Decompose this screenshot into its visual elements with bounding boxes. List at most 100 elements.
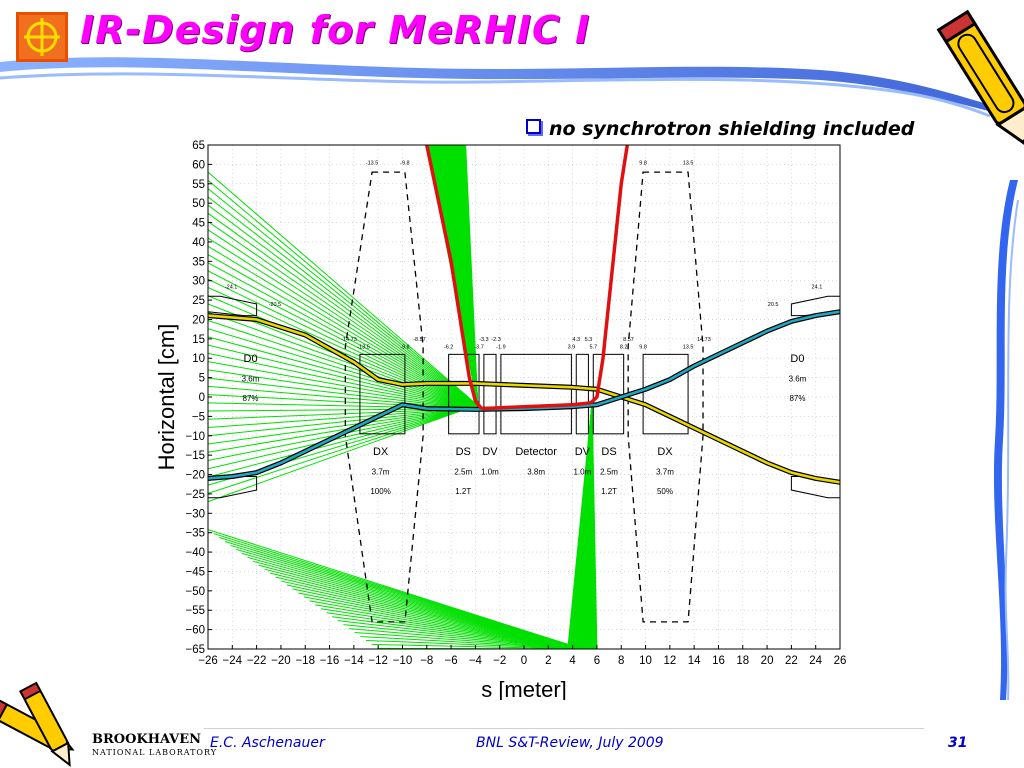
position-annotation: 4.3 <box>572 337 580 343</box>
position-annotation: 9.8 <box>639 160 647 166</box>
x-tick-label: 26 <box>834 655 847 667</box>
x-tick-label: 0 <box>521 655 527 667</box>
position-annotation: 14.73 <box>697 337 711 343</box>
header-wave-thin <box>0 72 991 118</box>
footer-event: BNL S&T-Review, July 2009 <box>476 735 664 751</box>
y-tick-label: 55 <box>192 179 205 191</box>
x-tick-labels: −26 −24 −22 −20 −18 −16 −14 −12 −10 −8 −6 −4 −2 0 2 4 6 8… <box>198 655 846 667</box>
sr-fan-ray <box>208 196 481 410</box>
magnet-box <box>500 353 572 435</box>
sr-fan-ray <box>208 408 470 453</box>
magnet-length: 3.8m <box>527 468 545 477</box>
position-annotation: -8.57 <box>413 337 426 343</box>
x-tick-label: 12 <box>663 655 676 667</box>
magnet-length: 3.7m <box>372 468 390 477</box>
sr-fan-ray <box>208 369 473 410</box>
magnet-label: DX <box>657 446 673 458</box>
ir-layout-chart: D0 3.6m 87% D0 3.6m 87% DX 3.7m 100% DS 2.5m 1.2T DV… <box>154 140 846 700</box>
sr-envelope-line <box>425 145 483 410</box>
y-tick-label: 40 <box>192 237 205 249</box>
y-tick-label: −5 <box>192 411 205 423</box>
sr-fan <box>208 145 603 649</box>
sr-fan-ray <box>371 643 587 649</box>
header-wave <box>0 57 1000 114</box>
magnet-length: 1.0m <box>481 468 499 477</box>
magnet-box <box>642 353 689 435</box>
y-tick-label: 10 <box>192 353 205 365</box>
magnet-label: DS <box>456 446 471 458</box>
sr-fan-ray <box>208 408 468 494</box>
bnl-logo: BROOKHAVEN NATIONAL LABORATORY <box>92 733 217 759</box>
sr-fan-ray <box>208 344 474 410</box>
magnet-ds <box>448 353 480 435</box>
sr-fan-ray <box>208 408 471 429</box>
x-axis-label: s [meter] <box>481 677 567 700</box>
sr-fan-ray <box>208 319 476 410</box>
sr-fan-ray <box>208 212 480 410</box>
y-tick-label: 60 <box>192 159 205 171</box>
sr-fan-ray <box>326 612 586 649</box>
y-tick-label: −30 <box>185 508 205 520</box>
sr-fan-ray <box>208 328 475 410</box>
y-tick-label: −65 <box>185 644 205 656</box>
y-tick-label: −60 <box>185 625 205 637</box>
x-tick-label: −20 <box>271 655 291 667</box>
y-tick-label: 45 <box>192 218 205 230</box>
dashed-aperture-outline <box>344 171 424 623</box>
plot-content <box>208 145 840 649</box>
sr-envelope-line <box>589 145 630 405</box>
sr-fan-ray <box>208 204 481 410</box>
sr-fan-ray <box>208 229 480 410</box>
magnet-extra: 50% <box>657 487 673 496</box>
x-tick-label: 10 <box>639 655 652 667</box>
magnet-box <box>575 353 589 435</box>
position-annotation: -9.8 <box>400 160 409 166</box>
y-tick-label: −45 <box>185 566 205 578</box>
x-tick-label: −2 <box>493 655 506 667</box>
magnet-dv <box>575 353 589 435</box>
sr-fan-ray <box>349 628 586 649</box>
magnet-length: 2.5m <box>454 468 472 477</box>
position-annotation: 8.2 <box>620 345 628 351</box>
sr-fan-ray <box>208 278 477 410</box>
x-tick-label: 20 <box>761 655 774 667</box>
magnet-length: 1.0m <box>573 468 591 477</box>
sr-fan-ray <box>208 295 477 410</box>
y-tick-label: 25 <box>192 295 205 307</box>
magnet-labels: D0 3.6m 87% D0 3.6m 87% DX 3.7m 100% DS 2.5m 1.2T DV… <box>242 353 807 496</box>
sr-fan-ray <box>208 179 482 410</box>
position-annotation: 24.1 <box>812 284 823 290</box>
y-tick-label: 50 <box>192 198 205 210</box>
magnet-outline <box>790 475 840 499</box>
magnet-length: 3.7m <box>656 468 674 477</box>
magnet-outline <box>790 295 840 317</box>
magnet-d0 <box>208 295 258 499</box>
x-tick-label: 16 <box>712 655 725 667</box>
magnet-dx <box>359 353 406 435</box>
sr-fan-ray <box>208 188 482 410</box>
position-annotation: -14.73 <box>341 337 357 343</box>
position-annotation: -6.2 <box>444 345 453 351</box>
position-annotation: 13.5 <box>683 345 694 351</box>
footer-author: E.C. Aschenauer <box>210 735 325 751</box>
position-annotation: -24.1 <box>225 284 238 290</box>
position-annotation: 13.5 <box>683 160 694 166</box>
sr-fan-dense <box>591 402 598 649</box>
x-tick-label: −4 <box>469 655 483 667</box>
magnet-label: DS <box>601 446 616 458</box>
bullet-note: no synchrotron shielding included <box>526 118 914 140</box>
magnet-d0 <box>790 295 840 499</box>
sr-fan-dense <box>465 145 479 407</box>
magnet-extra: 87% <box>789 394 805 403</box>
checkbox-bullet-icon <box>526 119 541 134</box>
sr-fan-ray <box>208 171 482 410</box>
sr-fan-ray <box>208 311 476 410</box>
y-tick-label: 35 <box>192 256 205 268</box>
y-tick-label: −10 <box>185 431 205 443</box>
x-tick-label: 24 <box>809 655 822 667</box>
right-side-wave <box>993 180 1018 700</box>
sr-fan-ray <box>208 408 468 503</box>
sr-fan-ray <box>208 408 470 437</box>
position-annotation: -3.3 <box>479 337 488 343</box>
position-annotation: 9.8 <box>639 345 647 351</box>
